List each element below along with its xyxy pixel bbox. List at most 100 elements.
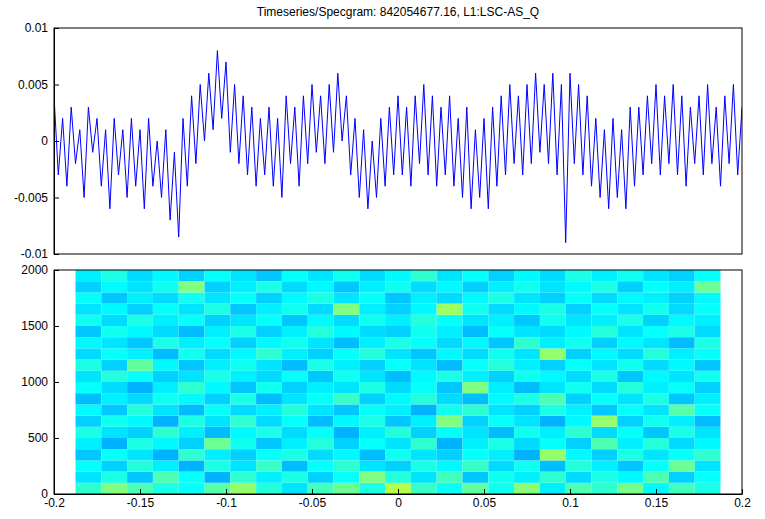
heatmap-cell xyxy=(566,404,592,415)
heatmap-cell xyxy=(282,427,308,438)
heatmap-cell xyxy=(334,337,360,348)
heatmap-cell xyxy=(76,315,102,326)
heatmap-cell xyxy=(127,483,153,494)
tick-label: -0.15 xyxy=(127,496,155,510)
heatmap-cell xyxy=(76,393,102,404)
heatmap-cell xyxy=(256,416,282,427)
tick: 2000 xyxy=(21,263,59,277)
heatmap-cell xyxy=(463,360,489,371)
heatmap-cell xyxy=(127,281,153,292)
heatmap-cell xyxy=(256,393,282,404)
heatmap-cell xyxy=(230,270,256,281)
heatmap-cell xyxy=(127,360,153,371)
heatmap-cell xyxy=(695,438,721,449)
heatmap-cell xyxy=(76,483,102,494)
heatmap-cell xyxy=(695,360,721,371)
heatmap-cell xyxy=(179,404,205,415)
heatmap-cell xyxy=(514,404,540,415)
heatmap-cell xyxy=(617,483,643,494)
tick: 0.05 xyxy=(473,489,497,510)
heatmap-cell xyxy=(359,270,385,281)
heatmap-cell xyxy=(514,460,540,471)
heatmap-cell xyxy=(101,371,127,382)
heatmap-cell xyxy=(463,304,489,315)
heatmap-cell xyxy=(566,393,592,404)
heatmap-cell xyxy=(179,472,205,483)
heatmap-cell xyxy=(592,360,618,371)
heatmap-cell xyxy=(101,315,127,326)
heatmap-cell xyxy=(437,449,463,460)
heatmap-cell xyxy=(205,393,231,404)
heatmap-cell xyxy=(153,393,179,404)
heatmap-cell xyxy=(617,315,643,326)
heatmap-cell xyxy=(256,438,282,449)
heatmap-cell xyxy=(695,348,721,359)
tick: -0.15 xyxy=(127,489,155,510)
heatmap-cell xyxy=(592,393,618,404)
heatmap-cell xyxy=(411,270,437,281)
heatmap-cell xyxy=(179,292,205,303)
tick-label: 500 xyxy=(28,431,48,445)
tick: 0 xyxy=(41,134,59,148)
heatmap-cell xyxy=(695,281,721,292)
heatmap-cell xyxy=(566,337,592,348)
heatmap-cell xyxy=(669,292,695,303)
heatmap-cell xyxy=(463,472,489,483)
heatmap-cell xyxy=(514,337,540,348)
heatmap-cell xyxy=(76,371,102,382)
heatmap-cell xyxy=(76,304,102,315)
heatmap-cell xyxy=(514,472,540,483)
tick-mark xyxy=(54,326,59,327)
heatmap-cell xyxy=(643,371,669,382)
heatmap-cell xyxy=(411,404,437,415)
heatmap-cell xyxy=(153,281,179,292)
heatmap-cell xyxy=(230,460,256,471)
heatmap-cell xyxy=(282,360,308,371)
heatmap-cell xyxy=(437,348,463,359)
heatmap-cell xyxy=(127,438,153,449)
heatmap-cell xyxy=(617,416,643,427)
heatmap-cell xyxy=(359,371,385,382)
heatmap-cell xyxy=(411,326,437,337)
chart: Timeseries/Specgram: 842054677.16, L1:LS… xyxy=(0,0,765,519)
heatmap-cell xyxy=(437,460,463,471)
heatmap-cell xyxy=(230,371,256,382)
heatmap-cell xyxy=(411,348,437,359)
heatmap-cell xyxy=(592,326,618,337)
heatmap-cell xyxy=(669,483,695,494)
heatmap-cell xyxy=(179,348,205,359)
heatmap-cell xyxy=(127,326,153,337)
heatmap-cell xyxy=(230,393,256,404)
heatmap-cell xyxy=(437,427,463,438)
heatmap-cell xyxy=(385,292,411,303)
heatmap-cell xyxy=(488,483,514,494)
heatmap-cell xyxy=(205,281,231,292)
tick: 0.1 xyxy=(562,489,579,510)
heatmap-cell xyxy=(127,304,153,315)
heatmap-cell xyxy=(437,483,463,494)
heatmap-cell xyxy=(566,371,592,382)
heatmap-cell xyxy=(514,292,540,303)
heatmap-cell xyxy=(256,371,282,382)
heatmap-cell xyxy=(101,360,127,371)
heatmap-cell xyxy=(411,449,437,460)
heatmap-cell xyxy=(566,460,592,471)
heatmap-cell xyxy=(411,460,437,471)
heatmap-cell xyxy=(76,382,102,393)
heatmap-cell xyxy=(230,382,256,393)
heatmap-cell xyxy=(411,360,437,371)
heatmap-cell xyxy=(334,292,360,303)
heatmap-cell xyxy=(153,360,179,371)
heatmap-cell xyxy=(566,315,592,326)
heatmap-cell xyxy=(592,449,618,460)
heatmap-cell xyxy=(179,460,205,471)
heatmap-cell xyxy=(334,483,360,494)
heatmap-cell xyxy=(385,393,411,404)
heatmap-cell xyxy=(153,404,179,415)
heatmap-cell xyxy=(308,326,334,337)
heatmap-cell xyxy=(437,270,463,281)
heatmap-cell xyxy=(669,449,695,460)
heatmap-cell xyxy=(437,404,463,415)
heatmap-cell xyxy=(437,472,463,483)
heatmap-cell xyxy=(643,326,669,337)
